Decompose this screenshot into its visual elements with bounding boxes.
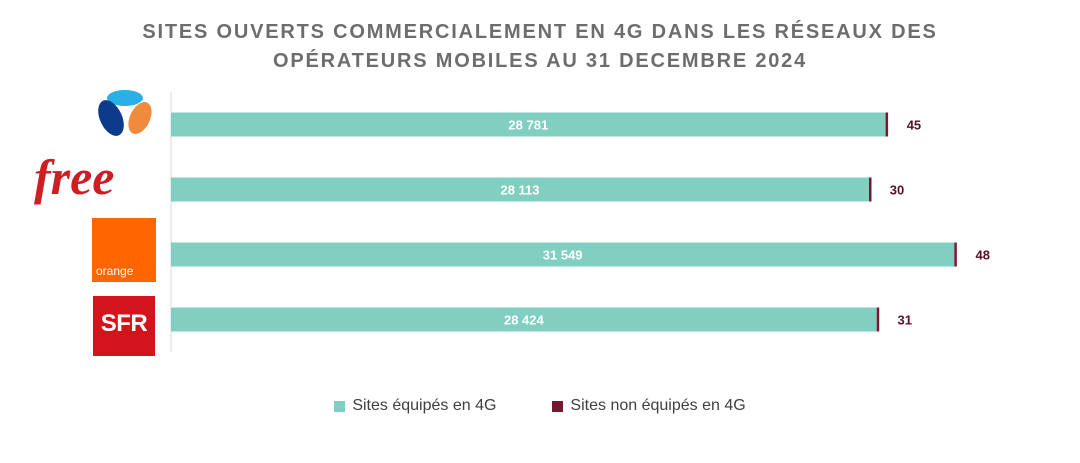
free-logo: free: [34, 150, 115, 205]
bar-equipped-3: [171, 307, 877, 332]
bar-equipped-1: [171, 177, 870, 202]
legend-item-equipped: Sites équipés en 4G: [334, 397, 496, 415]
bouygues-logo-left-shape: [98, 100, 124, 136]
data-label-not-equipped-2: 48: [976, 248, 990, 263]
bar-not-equipped-1: [869, 177, 872, 202]
legend-swatch-equipped: [334, 400, 346, 412]
legend-label-not-equipped: Sites non équipés en 4G: [570, 397, 746, 414]
legend-item-not-equipped: Sites non équipés en 4G: [552, 397, 746, 415]
bouygues-logo-top-shape: [107, 90, 143, 106]
chart-title-line-1: SITES OUVERTS COMMERCIALEMENT EN 4G DANS…: [142, 21, 938, 43]
data-label-equipped-0: 28 781: [508, 118, 548, 133]
bouygues-logo-right-shape: [128, 102, 152, 134]
bar-equipped-2: [171, 242, 955, 267]
data-label-equipped-2: 31 549: [543, 248, 583, 263]
orange-logo-text: orange: [96, 264, 134, 278]
orange-logo: orange: [92, 218, 156, 282]
legend-swatch-not-equipped: [552, 400, 564, 412]
bar-not-equipped-0: [885, 112, 889, 137]
sfr-logo: SFR: [93, 296, 155, 356]
chart-legend: Sites équipés en 4G Sites non équipés en…: [0, 397, 1080, 415]
bar-equipped-0: [171, 112, 886, 137]
free-logo-text: free: [34, 150, 115, 205]
data-label-equipped-3: 28 424: [504, 313, 545, 328]
chart-title-line-2: OPÉRATEURS MOBILES AU 31 DECEMBRE 2024: [272, 50, 808, 72]
data-label-not-equipped-0: 45: [907, 118, 921, 133]
bouygues-logo: [98, 90, 152, 136]
bar-not-equipped-3: [876, 307, 880, 332]
data-label-not-equipped-1: 30: [890, 183, 904, 198]
legend-label-equipped: Sites équipés en 4G: [352, 397, 497, 414]
sfr-logo-text: SFR: [100, 310, 148, 337]
bar-not-equipped-2: [954, 242, 957, 267]
data-label-equipped-1: 28 113: [500, 183, 539, 198]
chart-title: SITES OUVERTS COMMERCIALEMENT EN 4G DANS…: [0, 18, 1080, 76]
data-label-not-equipped-3: 31: [897, 313, 911, 328]
